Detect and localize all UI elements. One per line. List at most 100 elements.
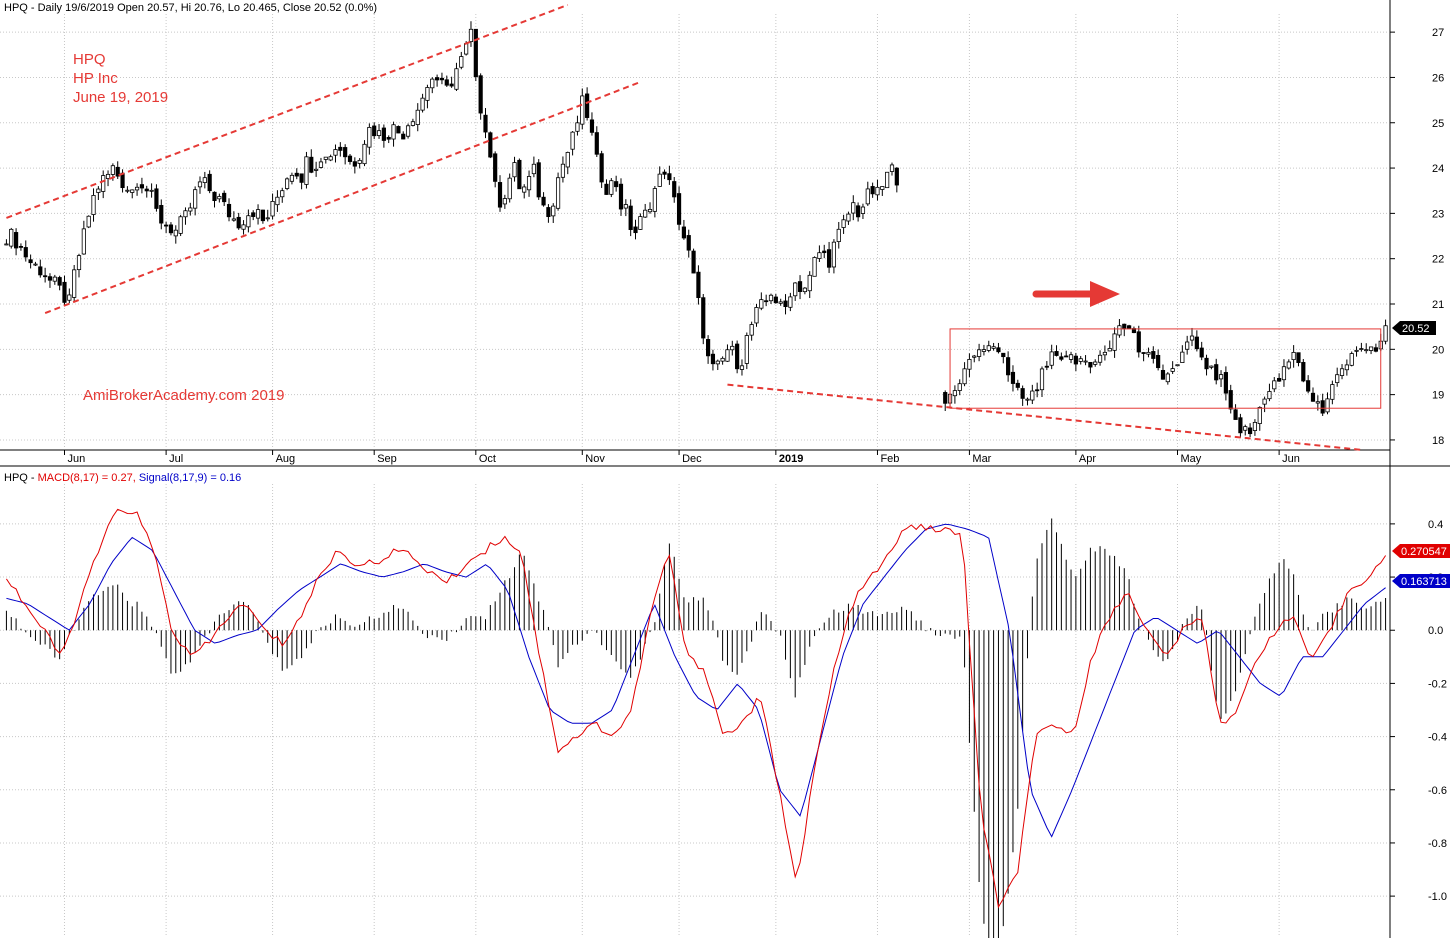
candle-body <box>134 186 140 191</box>
candle-body <box>1175 364 1180 367</box>
x-tick-label: Dec <box>682 453 702 465</box>
candle-body <box>1146 351 1151 355</box>
candle-body <box>512 162 517 178</box>
candle-body <box>47 276 53 281</box>
candle-body <box>1286 361 1291 369</box>
candle-body <box>856 205 861 218</box>
y-tick-label: 26 <box>1432 72 1444 84</box>
candle-body <box>1262 398 1267 405</box>
candle-body <box>212 191 217 202</box>
candle-body <box>493 153 498 182</box>
candle-body <box>188 207 193 212</box>
x-tick-label: Oct <box>479 453 496 465</box>
macd-header-signal: Signal(8,17,9) = 0.16 <box>139 472 241 484</box>
candle-body <box>1315 401 1320 404</box>
candle-body <box>943 392 948 404</box>
candle-body <box>551 205 556 217</box>
candle-body <box>241 224 246 230</box>
candle-body <box>1330 384 1335 400</box>
candle-body <box>1209 365 1214 368</box>
candle-body <box>444 79 449 86</box>
red-arrow-icon <box>1032 281 1120 307</box>
signal-line <box>6 523 1386 838</box>
candle-body <box>294 172 299 177</box>
candle-body <box>76 255 82 271</box>
axes: Jun Jul Aug Sep Oct Nov Dec 2019 Feb Mar Apr May Jun… <box>63 27 1447 903</box>
candle-body <box>202 177 207 183</box>
candle-body <box>676 193 682 225</box>
macd-header-prefix: HPQ - <box>4 472 38 484</box>
candle-body <box>623 204 628 209</box>
candle-body <box>57 277 62 286</box>
candle-body <box>991 346 996 349</box>
candle-body <box>701 297 706 339</box>
candle-body <box>976 349 982 357</box>
candle-body <box>681 226 686 239</box>
candle-body <box>599 153 604 183</box>
candle-body <box>362 143 367 165</box>
candle-body <box>836 228 841 242</box>
candle-body <box>464 43 469 55</box>
candle-body <box>110 165 115 175</box>
candle-body <box>585 93 590 118</box>
candle-body <box>1136 331 1141 353</box>
candle-body <box>875 186 880 196</box>
candle-body <box>72 269 77 298</box>
candle-body <box>1214 364 1219 381</box>
y-tick-label: -1.0 <box>1428 891 1447 903</box>
candle-body <box>773 296 778 304</box>
candle-body <box>1015 382 1020 388</box>
watermark-text: AmiBrokerAcademy.com 2019 <box>83 387 284 404</box>
y-tick-label: 27 <box>1432 27 1444 39</box>
candle-body <box>715 360 720 365</box>
candle-body <box>101 175 106 192</box>
candle-body <box>1223 372 1228 394</box>
candle-body <box>488 132 493 158</box>
candle-body <box>1020 388 1025 399</box>
candle-body <box>831 241 837 268</box>
candle-body <box>560 163 566 178</box>
candle-body <box>125 189 130 192</box>
candle-body <box>1141 352 1146 354</box>
candle-body <box>454 68 459 90</box>
signal-badge-text: 0.163713 <box>1401 576 1447 588</box>
candle-body <box>391 124 396 140</box>
candle-body <box>299 173 304 183</box>
candle-body <box>1165 373 1170 383</box>
candle-body <box>1180 351 1185 363</box>
candle-body <box>1078 358 1083 362</box>
candle-body <box>144 188 149 192</box>
candle-body <box>1243 426 1248 431</box>
candle-body <box>314 168 319 171</box>
candle-body <box>304 156 309 185</box>
candle-body <box>575 122 580 132</box>
candle-body <box>410 121 416 126</box>
candle-body <box>405 125 411 137</box>
candle-body <box>1291 351 1296 361</box>
candle-body <box>1044 365 1049 368</box>
candle-body <box>536 162 541 198</box>
candle-body <box>396 126 401 134</box>
candle-body <box>478 75 483 114</box>
candle-body <box>1010 371 1016 384</box>
candle-body <box>638 216 643 230</box>
candle-body <box>967 359 972 370</box>
signal-badge: 0.163713 <box>1392 574 1450 588</box>
candle-body <box>594 132 599 155</box>
candle-body <box>609 180 614 195</box>
y-tick-label: 18 <box>1432 435 1444 447</box>
candle-body <box>386 137 391 140</box>
candle-body <box>173 229 178 237</box>
candle-body <box>1339 368 1345 376</box>
candle-body <box>1156 354 1161 369</box>
candle-body <box>996 347 1001 353</box>
candle-body <box>367 127 372 148</box>
candle-body <box>1281 366 1287 381</box>
candle-body <box>197 181 203 188</box>
candle-body <box>357 159 362 164</box>
candle-body <box>589 119 595 133</box>
candle-body <box>1354 349 1359 352</box>
x-tick-label: Sep <box>377 453 397 465</box>
candle-body <box>226 203 232 218</box>
candle-body <box>323 156 328 160</box>
